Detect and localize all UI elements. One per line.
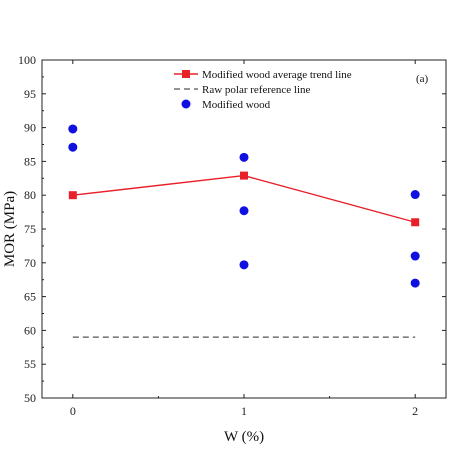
legend-dot-swatch (181, 99, 191, 109)
y-tick-label: 80 (24, 188, 36, 202)
scatter-point (68, 142, 78, 152)
scatter-point (239, 206, 249, 216)
y-tick-label: 85 (24, 154, 36, 168)
trend-marker (68, 191, 77, 200)
y-axis-title: MOR (MPa) (2, 191, 18, 267)
legend: Modified wood average trend line Raw pola… (174, 69, 352, 111)
trend-marker (240, 171, 248, 180)
scatter-point (410, 278, 420, 288)
x-axis-title: W (%) (224, 429, 264, 445)
scatter-point (410, 251, 420, 261)
y-tick-label: 75 (24, 222, 36, 236)
scatter-point (239, 152, 249, 162)
legend-square-swatch (182, 70, 190, 78)
y-tick-label: 90 (24, 121, 36, 135)
y-tick-label: 55 (24, 357, 36, 371)
panel-label: (a) (416, 73, 429, 85)
legend-label: Modified wood (202, 99, 271, 111)
y-tick-label: 60 (24, 323, 36, 337)
y-tick-label: 95 (24, 87, 36, 101)
y-axis: 50 55 60 65 70 75 80 85 90 95 100 (18, 53, 446, 405)
scatter-point (410, 190, 420, 200)
y-tick-label: 100 (18, 53, 36, 67)
trend-marker (411, 218, 420, 227)
series-layer (68, 124, 420, 338)
y-tick-label: 65 (24, 290, 36, 304)
x-tick-label: 2 (412, 404, 418, 418)
x-tick-label: 1 (241, 404, 247, 418)
y-tick-label: 50 (24, 391, 36, 405)
legend-label: Modified wood average trend line (202, 69, 352, 81)
y-tick-label: 70 (24, 256, 36, 270)
scatter-point (239, 260, 249, 270)
x-tick-label: 0 (70, 404, 76, 418)
x-axis: 0 1 2 (70, 60, 418, 418)
scatter-point (68, 124, 78, 134)
legend-label: Raw polar reference line (202, 84, 311, 96)
